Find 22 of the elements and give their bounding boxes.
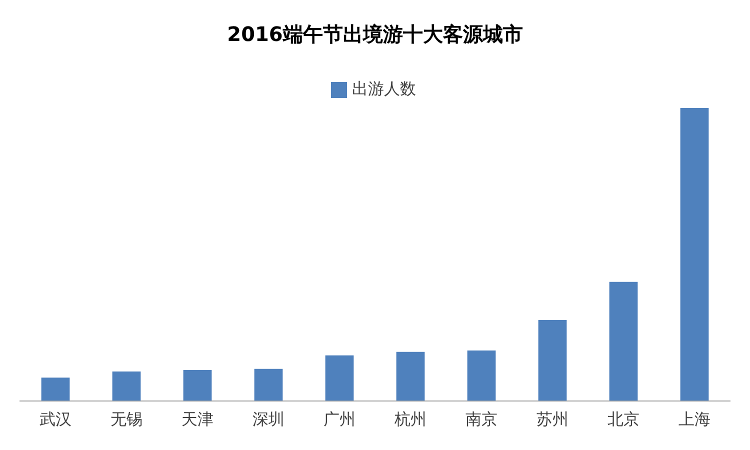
- bar: [680, 108, 709, 401]
- bar: [396, 352, 425, 401]
- x-tick-label: 无锡: [110, 410, 142, 429]
- x-tick-label: 深圳: [252, 410, 284, 429]
- bar: [467, 350, 496, 401]
- bar: [609, 282, 638, 401]
- bar: [538, 320, 567, 401]
- bar: [325, 355, 354, 401]
- bar: [41, 378, 70, 401]
- legend-label: 出游人数: [352, 79, 416, 98]
- bar: [112, 372, 141, 401]
- x-tick-label: 北京: [608, 410, 640, 429]
- x-tick-label: 天津: [182, 410, 214, 429]
- x-tick-label: 苏州: [536, 410, 568, 429]
- x-tick-label: 南京: [466, 410, 498, 429]
- chart-title: 2016端午节出境游十大客源城市: [227, 22, 523, 46]
- bar: [254, 368, 283, 401]
- x-tick-label: 广州: [324, 410, 356, 429]
- x-tick-label: 上海: [678, 410, 710, 429]
- bar: [183, 370, 212, 401]
- x-tick-label: 武汉: [40, 410, 72, 429]
- x-tick-label: 杭州: [394, 410, 426, 429]
